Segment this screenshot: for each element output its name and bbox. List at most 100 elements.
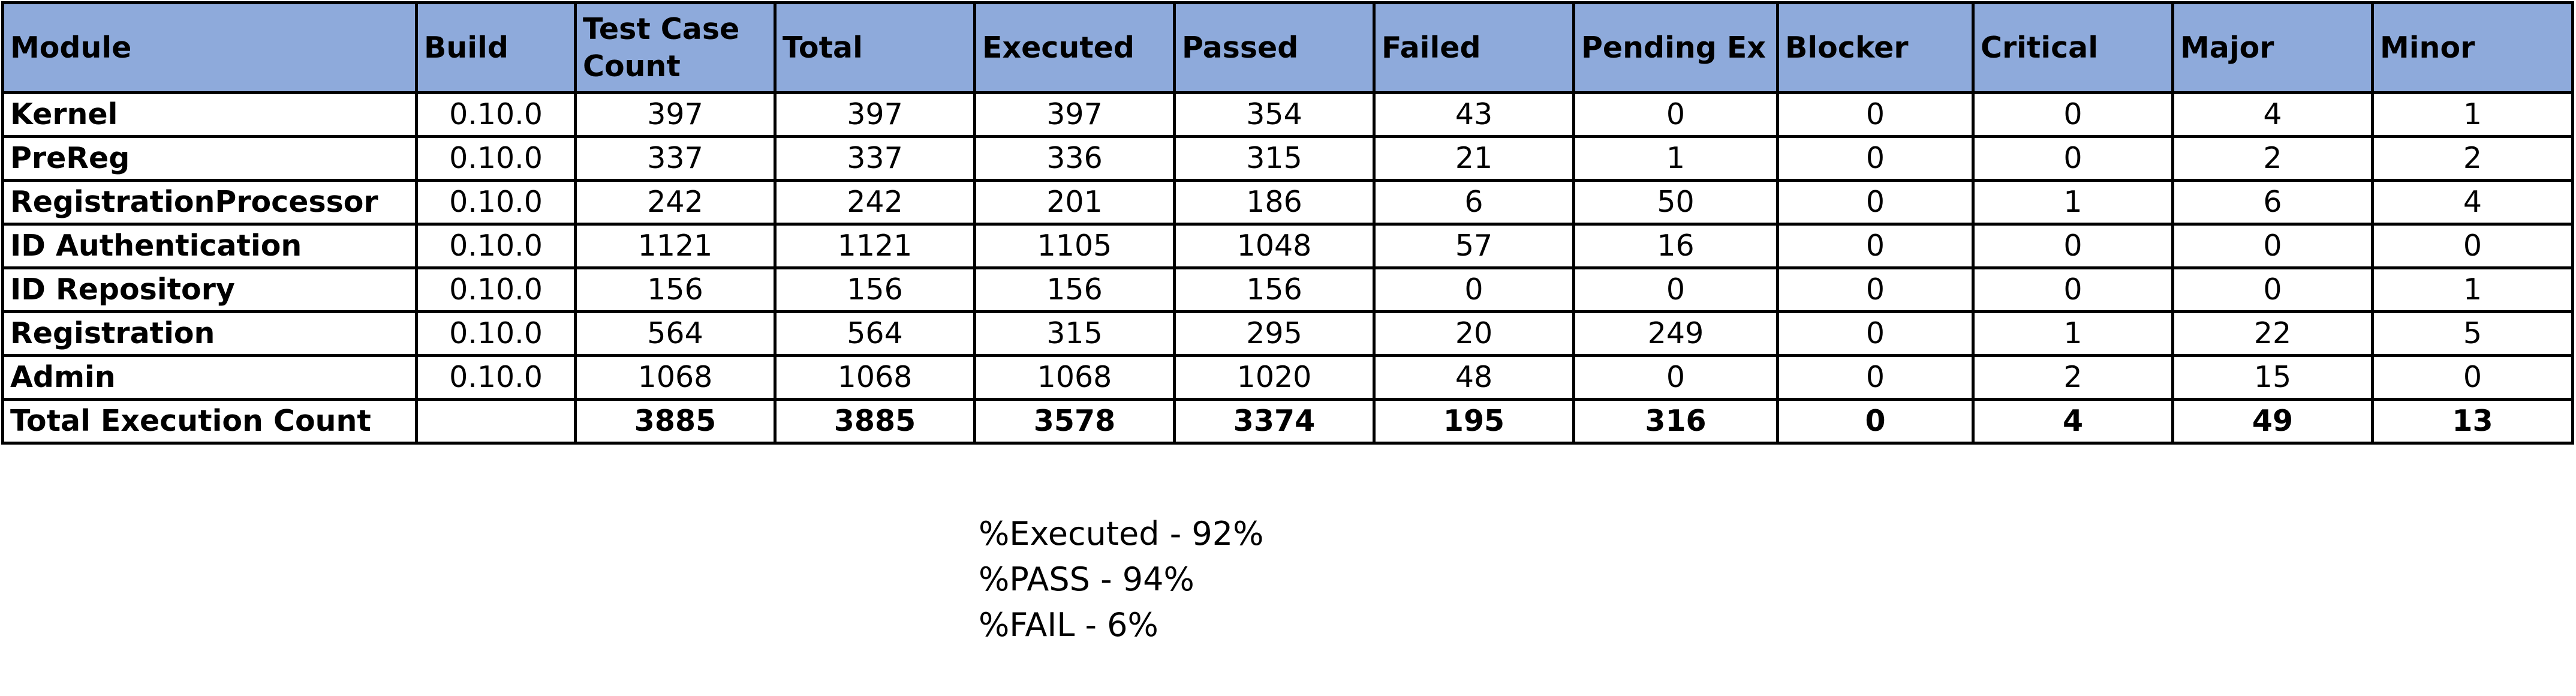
- cell-passed: 3374: [1173, 398, 1376, 445]
- cell-failed: 0: [1373, 266, 1575, 313]
- cell-blocker: 0: [1776, 135, 1975, 182]
- cell-build: 0.10.0: [415, 179, 577, 226]
- cell-module: Kernel: [1, 91, 418, 138]
- column-header-major: Major: [2171, 1, 2374, 94]
- cell-blocker: 0: [1776, 91, 1975, 138]
- cell-module: ID Repository: [1, 266, 418, 313]
- cell-total: 3885: [774, 398, 976, 445]
- cell-critical: 0: [1972, 91, 2174, 138]
- cell-module: Admin: [1, 354, 418, 401]
- column-header-critical: Critical: [1972, 1, 2174, 94]
- cell-minor: 1: [2371, 266, 2574, 313]
- cell-executed: 3578: [973, 398, 1176, 445]
- column-header-blocker: Blocker: [1776, 1, 1975, 94]
- cell-test-case-count: 156: [574, 266, 777, 313]
- cell-executed: 336: [973, 135, 1176, 182]
- percent-fail: %FAIL - 6%: [979, 606, 1158, 644]
- cell-passed: 156: [1173, 266, 1376, 313]
- cell-failed: 20: [1373, 310, 1575, 357]
- cell-build: 0.10.0: [415, 266, 577, 313]
- cell-module: RegistrationProcessor: [1, 179, 418, 226]
- cell-executed: 156: [973, 266, 1176, 313]
- table-row: Registration 0.10.0 564 564 315 295 20 249 0 1 22 5: [1, 310, 2574, 357]
- cell-test-case-count: 242: [574, 179, 777, 226]
- cell-passed: 315: [1173, 135, 1376, 182]
- cell-total: 242: [774, 179, 976, 226]
- table-row: RegistrationProcessor 0.10.0 242 242 201 186 6…: [1, 179, 2574, 226]
- cell-test-case-count: 564: [574, 310, 777, 357]
- cell-critical: 1: [1972, 310, 2174, 357]
- cell-minor: 4: [2371, 179, 2574, 226]
- cell-major: 22: [2171, 310, 2374, 357]
- cell-major: 49: [2171, 398, 2374, 445]
- cell-total: 337: [774, 135, 976, 182]
- cell-build: [415, 398, 577, 445]
- cell-major: 15: [2171, 354, 2374, 401]
- cell-blocker: 0: [1776, 354, 1975, 401]
- table-row: ID Repository 0.10.0 156 156 156 156 0 0 0 0 0 1: [1, 266, 2574, 313]
- cell-minor: 2: [2371, 135, 2574, 182]
- cell-executed: 397: [973, 91, 1176, 138]
- column-header-minor: Minor: [2371, 1, 2574, 94]
- cell-failed: 48: [1373, 354, 1575, 401]
- cell-major: 4: [2171, 91, 2374, 138]
- cell-pending-ex: 50: [1572, 179, 1779, 226]
- cell-module: ID Authentication: [1, 223, 418, 269]
- cell-pending-ex: 16: [1572, 223, 1779, 269]
- cell-critical: 1: [1972, 179, 2174, 226]
- cell-major: 6: [2171, 179, 2374, 226]
- column-header-pending-ex: Pending Ex: [1572, 1, 1779, 94]
- cell-total: 1121: [774, 223, 976, 269]
- column-header-test-case-count: Test Case Count: [574, 1, 777, 94]
- column-header-build: Build: [415, 1, 577, 94]
- column-header-failed: Failed: [1373, 1, 1575, 94]
- cell-total: 156: [774, 266, 976, 313]
- cell-passed: 354: [1173, 91, 1376, 138]
- cell-critical: 0: [1972, 135, 2174, 182]
- table-row: PreReg 0.10.0 337 337 336 315 21 1 0 0 2 2: [1, 135, 2574, 182]
- cell-executed: 201: [973, 179, 1176, 226]
- cell-executed: 1068: [973, 354, 1176, 401]
- cell-pending-ex: 316: [1572, 398, 1779, 445]
- cell-passed: 186: [1173, 179, 1376, 226]
- cell-major: 0: [2171, 266, 2374, 313]
- cell-build: 0.10.0: [415, 354, 577, 401]
- table-body: Kernel 0.10.0 397 397 397 354 43 0 0 0 4 1 PreReg 0.1…: [1, 91, 2574, 445]
- table-row: Admin 0.10.0 1068 1068 1068 1020 48 0 0 2 15 0: [1, 354, 2574, 401]
- cell-critical: 2: [1972, 354, 2174, 401]
- table-row: Kernel 0.10.0 397 397 397 354 43 0 0 0 4 1: [1, 91, 2574, 138]
- column-header-executed: Executed: [973, 1, 1176, 94]
- cell-minor: 1: [2371, 91, 2574, 138]
- cell-major: 2: [2171, 135, 2374, 182]
- cell-executed: 1105: [973, 223, 1176, 269]
- cell-major: 0: [2171, 223, 2374, 269]
- cell-critical: 0: [1972, 223, 2174, 269]
- cell-pending-ex: 0: [1572, 354, 1779, 401]
- cell-failed: 57: [1373, 223, 1575, 269]
- column-header-module: Module: [1, 1, 418, 94]
- cell-minor: 0: [2371, 223, 2574, 269]
- cell-blocker: 0: [1776, 310, 1975, 357]
- cell-pending-ex: 249: [1572, 310, 1779, 357]
- execution-summary: %Executed - 92% %PASS - 94% %FAIL - 6%: [979, 511, 1263, 648]
- cell-blocker: 0: [1776, 398, 1975, 445]
- cell-test-case-count: 397: [574, 91, 777, 138]
- total-row: Total Execution Count 3885 3885 3578 3374 195…: [1, 398, 2574, 445]
- cell-test-case-count: 1121: [574, 223, 777, 269]
- cell-pending-ex: 0: [1572, 266, 1779, 313]
- cell-build: 0.10.0: [415, 91, 577, 138]
- cell-failed: 6: [1373, 179, 1575, 226]
- cell-total: 564: [774, 310, 976, 357]
- test-execution-table: Module Build Test Case Count Total Execu…: [1, 1, 2574, 445]
- cell-total: 397: [774, 91, 976, 138]
- cell-blocker: 0: [1776, 223, 1975, 269]
- column-header-passed: Passed: [1173, 1, 1376, 94]
- cell-critical: 0: [1972, 266, 2174, 313]
- cell-build: 0.10.0: [415, 135, 577, 182]
- cell-passed: 1020: [1173, 354, 1376, 401]
- percent-pass: %PASS - 94%: [979, 560, 1194, 598]
- percent-executed: %Executed - 92%: [979, 515, 1264, 553]
- cell-executed: 315: [973, 310, 1176, 357]
- cell-failed: 195: [1373, 398, 1575, 445]
- column-header-total: Total: [774, 1, 976, 94]
